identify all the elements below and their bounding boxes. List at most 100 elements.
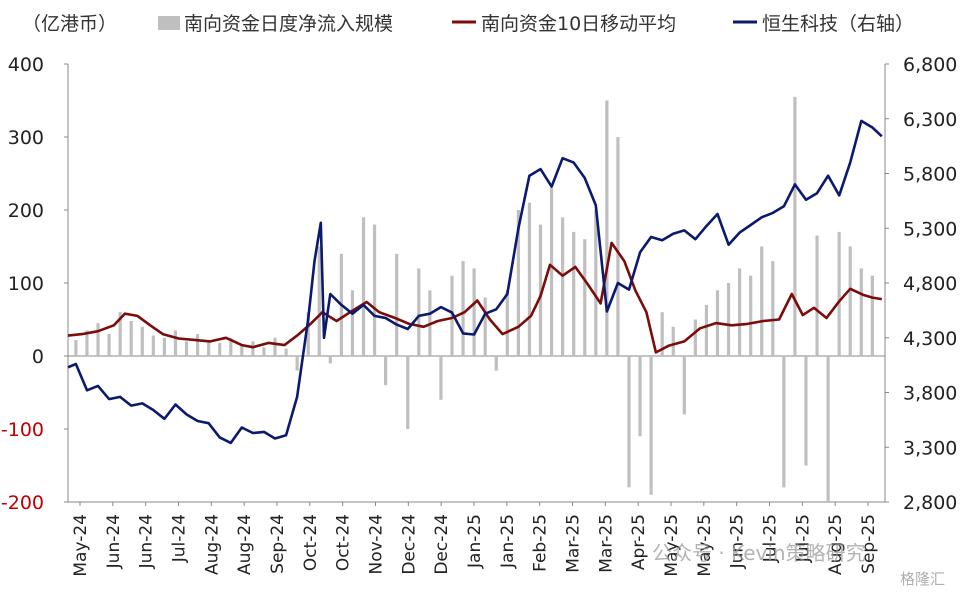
right-tick-label: 4,300 xyxy=(903,328,957,350)
right-tick-label: 6,300 xyxy=(903,109,957,131)
inflow-bar xyxy=(605,100,609,356)
inflow-bar xyxy=(118,312,122,356)
inflow-bar xyxy=(793,96,797,356)
x-tick-label: Sep-24 xyxy=(268,514,288,574)
watermark-text: 公众号 · Kevin策略研究 xyxy=(652,541,866,565)
inflow-bar xyxy=(350,290,355,356)
legend-bar-label: 南向资金日度净流入规模 xyxy=(184,13,393,35)
inflow-bar xyxy=(638,356,642,437)
left-tick-label: 100 xyxy=(8,273,44,295)
x-tick-label: Oct-24 xyxy=(301,514,321,571)
inflow-bar xyxy=(262,347,266,356)
x-tick-label: Aug-24 xyxy=(235,514,255,575)
inflow-bar xyxy=(660,312,664,356)
inflow-bar xyxy=(682,356,686,415)
inflow-bar xyxy=(859,268,863,356)
hstech-line xyxy=(67,119,883,445)
inflow-bar xyxy=(671,326,675,356)
inflow-bar xyxy=(207,339,211,356)
left-tick-label: 300 xyxy=(8,127,44,149)
x-tick-label: May-25 xyxy=(662,514,682,577)
left-tick-label: 200 xyxy=(8,200,44,222)
x-tick-label: Jan-25 xyxy=(498,514,518,569)
inflow-bar xyxy=(472,268,476,356)
inflow-bar xyxy=(804,356,808,466)
x-tick-label: Jun-25 xyxy=(728,514,748,569)
x-tick-label: Jul-25 xyxy=(793,514,813,563)
x-tick-label: Sep-25 xyxy=(859,514,879,574)
x-tick-label: Mar-25 xyxy=(564,514,584,573)
right-tick-label: 3,300 xyxy=(903,437,957,459)
inflow-bar xyxy=(594,210,598,356)
unit-label: （亿港币） xyxy=(22,13,117,35)
inflow-bar xyxy=(284,348,288,356)
x-tick-label: Apr-25 xyxy=(629,514,649,570)
inflow-bar xyxy=(240,345,244,356)
left-tick-label: -100 xyxy=(1,419,44,441)
inflow-bar xyxy=(704,304,709,356)
bars-layer xyxy=(74,96,874,502)
x-tick-label: Jun-24 xyxy=(137,514,157,569)
right-tick-label: 5,800 xyxy=(903,164,957,186)
inflow-bar xyxy=(85,330,89,356)
inflow-bar xyxy=(461,261,465,356)
inflow-bar xyxy=(726,283,731,356)
x-tick-label: Aug-25 xyxy=(826,514,846,575)
left-tick-label: 0 xyxy=(32,346,44,368)
inflow-bar xyxy=(372,224,377,356)
legend-hs-label: 恒生科技（右轴） xyxy=(762,13,914,35)
inflow-bar xyxy=(738,268,742,356)
x-tick-label: Jun-24 xyxy=(104,514,124,569)
inflow-bar xyxy=(96,323,100,356)
lines-layer xyxy=(67,119,883,445)
ma10-line xyxy=(67,241,883,354)
x-tick-label: Oct-24 xyxy=(334,514,354,571)
inflow-bar xyxy=(527,202,532,356)
inflow-bar xyxy=(74,339,78,356)
inflow-bar xyxy=(162,337,166,356)
inflow-bar xyxy=(649,356,653,495)
inflow-bar xyxy=(251,341,255,356)
x-tick-label: Feb-25 xyxy=(531,514,551,572)
x-tick-label: Dec-24 xyxy=(399,514,419,575)
inflow-bar xyxy=(749,275,753,356)
corner-mark: 格隆汇 xyxy=(900,570,945,588)
inflow-bar xyxy=(306,312,310,356)
inflow-bar xyxy=(384,356,388,386)
inflow-bar xyxy=(616,137,620,356)
left-axis-ticks: 400 300 200 100 0 -100 -200 xyxy=(1,54,68,514)
inflow-bar xyxy=(395,253,399,356)
inflow-bar xyxy=(151,335,155,356)
x-tick-label: May-25 xyxy=(695,514,715,577)
inflow-bar xyxy=(516,210,520,356)
inflow-bar xyxy=(173,330,178,356)
inflow-bar xyxy=(549,188,554,356)
inflow-bar xyxy=(295,356,299,371)
inflow-bar xyxy=(195,334,200,356)
inflow-bar xyxy=(538,224,543,356)
inflow-bar xyxy=(328,356,332,364)
inflow-bar xyxy=(417,268,421,356)
legend-ma-label: 南向资金10日移动平均 xyxy=(481,13,676,35)
inflow-bar xyxy=(406,356,410,429)
x-tick-label: Jul-25 xyxy=(761,514,781,563)
legend-bar-swatch xyxy=(158,16,180,30)
inflow-bar xyxy=(771,261,775,356)
inflow-bar xyxy=(450,275,454,356)
inflow-bar xyxy=(483,297,487,356)
inflow-bar xyxy=(870,275,874,356)
inflow-bar xyxy=(505,290,509,356)
inflow-bar xyxy=(583,239,587,356)
inflow-bar xyxy=(317,246,321,356)
inflow-bar xyxy=(760,246,764,356)
right-tick-label: 2,800 xyxy=(903,492,957,514)
inflow-bar xyxy=(693,319,697,356)
x-tick-label: Jan-25 xyxy=(465,514,485,569)
right-tick-label: 5,300 xyxy=(903,218,957,240)
inflow-bar xyxy=(561,217,565,356)
right-axis-ticks: 6,800 6,300 5,800 5,300 4,800 4,300 3,800 3,300… xyxy=(885,54,957,514)
inflow-bar xyxy=(439,356,443,400)
inflow-bar xyxy=(837,231,841,356)
